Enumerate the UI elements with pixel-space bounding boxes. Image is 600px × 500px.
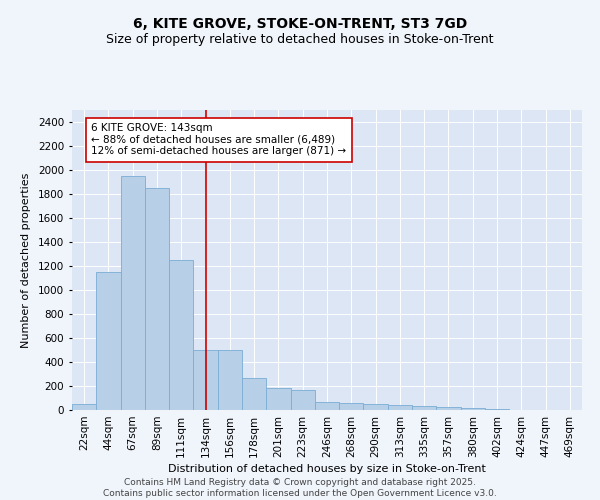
Bar (96, 272, 121, 410)
Bar (436, 407, 461, 410)
Text: Size of property relative to detached houses in Stoke-on-Trent: Size of property relative to detached ho… (106, 32, 494, 46)
Bar (72, 404, 96, 410)
Bar (388, 405, 412, 410)
Text: 6, KITE GROVE, STOKE-ON-TRENT, ST3 7GD: 6, KITE GROVE, STOKE-ON-TRENT, ST3 7GD (133, 18, 467, 32)
X-axis label: Distribution of detached houses by size in Stoke-on-Trent: Distribution of detached houses by size … (168, 464, 486, 474)
Text: Contains HM Land Registry data © Crown copyright and database right 2025.
Contai: Contains HM Land Registry data © Crown c… (103, 478, 497, 498)
Bar (218, 350, 242, 410)
Bar (266, 388, 290, 410)
Bar (121, 176, 145, 410)
Bar (412, 406, 436, 410)
Bar (339, 404, 364, 410)
Bar (193, 350, 218, 410)
Bar (290, 390, 315, 410)
Bar (461, 408, 485, 410)
Bar (242, 378, 266, 410)
Bar (485, 409, 509, 410)
Bar (145, 188, 169, 410)
Y-axis label: Number of detached properties: Number of detached properties (21, 172, 31, 348)
Bar (315, 402, 339, 410)
Text: 6 KITE GROVE: 143sqm
← 88% of detached houses are smaller (6,489)
12% of semi-de: 6 KITE GROVE: 143sqm ← 88% of detached h… (91, 123, 347, 156)
Bar (364, 404, 388, 410)
Bar (169, 260, 193, 410)
